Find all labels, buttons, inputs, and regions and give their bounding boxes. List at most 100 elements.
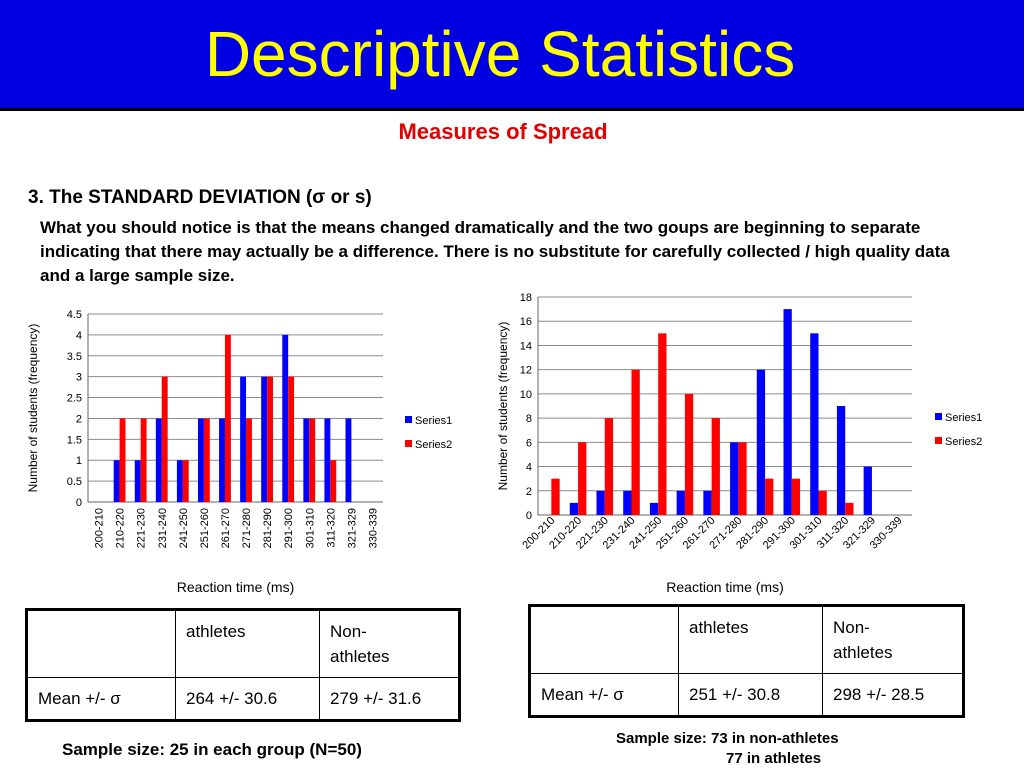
y-tick-label: 14 (520, 340, 532, 352)
legend-swatch (405, 440, 412, 447)
bar-series1 (836, 406, 846, 515)
x-tick-label: 251-260 (199, 508, 211, 548)
y-tick-label: 4 (526, 462, 532, 474)
y-tick-label: 2.5 (67, 393, 82, 405)
bar-series2 (330, 460, 337, 502)
bar-series2 (738, 442, 747, 515)
legend-label: Series2 (945, 436, 982, 448)
y-tick-label: 8 (526, 413, 532, 425)
x-tick-label: 200-210 (94, 508, 106, 548)
bar-series1 (113, 460, 120, 502)
legend-label: Series1 (945, 412, 982, 424)
bar-series1 (649, 502, 659, 515)
bar-series2 (845, 502, 854, 515)
x-tick-label: 241-250 (178, 508, 190, 548)
bar-series2 (604, 418, 614, 515)
x-tick-label: 330-339 (367, 508, 379, 548)
x-tick-label: 231-240 (157, 508, 169, 548)
y-tick-label: 4.5 (67, 309, 82, 321)
explanation-paragraph: What you should notice is that the means… (40, 218, 950, 285)
table-cell: Mean +/- σ (26, 677, 176, 721)
title-banner: Descriptive Statistics (0, 0, 1024, 111)
bar-series1 (324, 418, 331, 502)
bar-series1 (197, 418, 204, 502)
bar-series1 (863, 466, 872, 515)
bar-series1 (219, 418, 225, 502)
slide-title: Descriptive Statistics (204, 18, 796, 90)
bar-series1 (282, 334, 289, 502)
table-cell: Mean +/- σ (529, 673, 679, 717)
bar-series2 (140, 418, 147, 502)
bar-series1 (676, 490, 685, 515)
y-axis-label: Number of students (frequency) (26, 324, 40, 493)
y-tick-label: 2 (526, 486, 532, 498)
table-row: Mean +/- σ 251 +/- 30.8 298 +/- 28.5 (529, 673, 964, 717)
x-tick-label: 271-280 (241, 508, 253, 548)
bar-series2 (631, 369, 640, 515)
y-tick-label: 12 (520, 365, 532, 377)
legend-swatch (935, 437, 942, 444)
x-tick-label: 301-310 (304, 508, 316, 548)
table-header-cell: athletes (678, 605, 823, 674)
y-tick-label: 1.5 (67, 434, 82, 446)
bar-series1 (345, 418, 352, 502)
legend-label: Series1 (415, 415, 452, 427)
bar-series2 (119, 418, 126, 502)
bar-series2 (791, 478, 801, 515)
means-table-large-sample: athletes Non- athletes Mean +/- σ 251 +/… (528, 604, 965, 718)
y-tick-label: 18 (520, 292, 532, 304)
y-tick-label: 3 (76, 372, 82, 384)
y-tick-label: 0 (76, 497, 82, 509)
y-tick-label: 0.5 (67, 476, 82, 488)
y-tick-label: 10 (520, 389, 532, 401)
legend-swatch (935, 413, 942, 420)
bar-series2 (161, 376, 168, 502)
x-axis-label: Reaction time (ms) (177, 579, 294, 595)
x-tick-label: 281-290 (262, 508, 274, 548)
bar-series1 (569, 502, 579, 515)
y-tick-label: 6 (526, 437, 532, 449)
x-tick-label: 311-320 (325, 508, 337, 548)
histogram-chart-small-sample: 0 0.5 1 1.5 2 2.5 3 3.5 4 4.5 200-210 210-220 221-23… (26, 309, 452, 595)
y-tick-label: 0 (526, 510, 532, 522)
bar-series2 (246, 418, 252, 502)
x-tick-label: 321-329 (346, 508, 358, 548)
bar-series2 (224, 334, 231, 502)
bar-series1 (240, 376, 247, 502)
bar-series2 (658, 333, 667, 515)
x-axis-label: Reaction time (ms) (666, 579, 783, 595)
bar-series2 (765, 478, 774, 515)
bar-series1 (730, 442, 739, 515)
sample-size-note-1: Sample size: 25 in each group (N=50) (62, 740, 362, 759)
y-tick-label: 16 (520, 316, 532, 328)
means-table-small-sample: athletes Non- athletes Mean +/- σ 264 +/… (25, 608, 461, 722)
bar-series1 (756, 369, 766, 515)
y-axis-label: Number of students (frequency) (496, 322, 510, 491)
y-tick-label: 4 (76, 330, 82, 342)
bar-series1 (155, 418, 162, 502)
bar-series2 (684, 393, 694, 515)
table-cell: 264 +/- 30.6 (175, 677, 320, 721)
table-row: Mean +/- σ 264 +/- 30.6 279 +/- 31.6 (26, 677, 460, 721)
sample-size-line-1: Sample size: 73 in non-athletes (616, 730, 839, 747)
bar-series2 (267, 376, 274, 502)
bar-series1 (134, 460, 141, 502)
table-header-row: athletes Non- athletes (26, 609, 460, 678)
y-tick-label: 3.5 (67, 351, 82, 363)
bar-series1 (176, 460, 183, 502)
bar-series2 (309, 418, 316, 502)
bar-series1 (810, 333, 819, 515)
x-tick-label: 210-220 (115, 508, 127, 548)
sample-size-line-2: 77 in athletes (726, 750, 822, 767)
sample-size-note-2: Sample size: 73 in non-athletes 77 in at… (616, 729, 839, 769)
y-tick-label: 1 (76, 455, 82, 467)
bar-series2 (203, 418, 210, 502)
x-tick-label: 291-300 (283, 508, 295, 548)
legend-label: Series2 (415, 439, 452, 451)
slide-subtitle: Measures of Spread (398, 119, 608, 144)
bar-series1 (261, 376, 268, 502)
table-cell: 251 +/- 30.8 (678, 673, 823, 717)
bar-series2 (711, 418, 720, 515)
table-header-cell (26, 609, 176, 678)
bar-series1 (596, 490, 605, 515)
